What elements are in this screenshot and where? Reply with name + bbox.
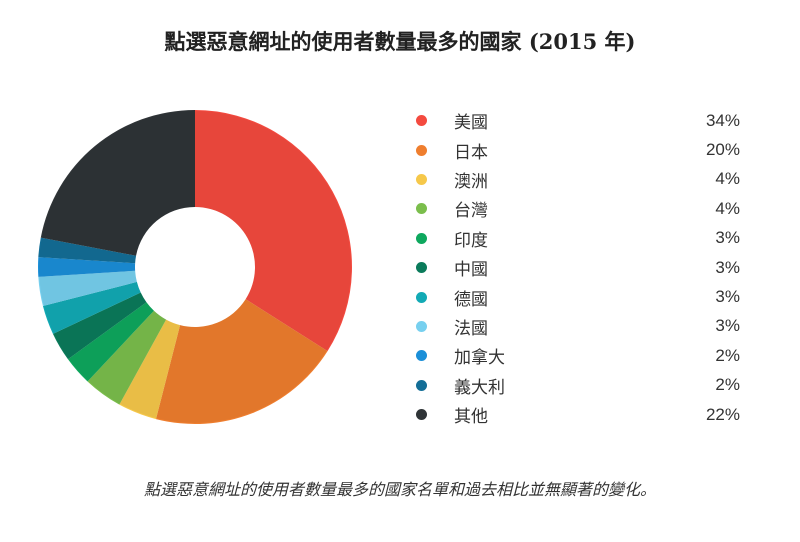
- donut-slice-3: [87, 310, 167, 405]
- legend-label: 加拿大: [454, 348, 505, 369]
- donut-slice-5: [52, 292, 147, 360]
- legend-value: 2%: [715, 345, 740, 365]
- legend-dot-icon: [416, 173, 427, 185]
- donut-slice-1: [155, 299, 328, 425]
- legend-value: 4%: [715, 169, 740, 189]
- legend-item: 印度 3%: [408, 224, 740, 253]
- legend-dot-icon: [416, 409, 427, 421]
- legend-item: 加拿大 2%: [408, 341, 740, 370]
- legend-item: 義大利 2%: [408, 371, 740, 400]
- legend-label: 美國: [454, 113, 488, 134]
- legend-value: 2%: [715, 375, 740, 395]
- legend-item: 澳洲 4%: [408, 165, 740, 194]
- chart-title: 點選惡意網址的使用者數量最多的國家 (2015 年): [164, 29, 636, 54]
- legend-item: 台灣 4%: [408, 194, 740, 223]
- legend-item: 其他 22%: [408, 400, 740, 429]
- legend-value: 3%: [715, 316, 740, 336]
- donut-slice-7: [38, 270, 137, 307]
- legend-label: 其他: [454, 407, 488, 428]
- legend-dot-icon: [416, 262, 427, 274]
- donut-slice-6: [42, 281, 141, 334]
- legend-value: 20%: [705, 140, 740, 160]
- legend-dot-icon: [416, 203, 427, 215]
- legend-label: 德國: [454, 289, 488, 310]
- legend-dot-icon: [416, 115, 427, 127]
- legend-dot-icon: [416, 291, 427, 303]
- legend-dot-icon: [416, 320, 427, 332]
- legend-value: 34%: [705, 110, 740, 130]
- donut-slice-10: [40, 110, 196, 256]
- legend-dot-icon: [416, 350, 427, 362]
- donut-shade: [39, 111, 351, 423]
- legend-item: 法國 3%: [408, 312, 740, 341]
- donut-slice-9: [38, 237, 137, 264]
- legend-label: 澳洲: [454, 171, 488, 192]
- legend-item: 中國 3%: [408, 253, 740, 282]
- legend-label: 台灣: [454, 201, 488, 222]
- donut-slice-2: [119, 319, 181, 420]
- legend-value: 3%: [715, 228, 740, 248]
- legend-label: 中國: [454, 260, 488, 281]
- legend-value: 22%: [705, 404, 740, 424]
- legend-dot-icon: [416, 232, 427, 244]
- legend-value: 3%: [715, 257, 740, 277]
- legend-dot-icon: [416, 379, 427, 391]
- donut-slice-0: [195, 110, 352, 352]
- legend-value: 4%: [715, 198, 740, 218]
- donut-slice-4: [67, 302, 154, 382]
- legend-value: 3%: [715, 287, 740, 307]
- legend-item: 美國 34%: [408, 106, 740, 135]
- donut-slice-8: [38, 257, 136, 277]
- donut-chart: [38, 110, 352, 425]
- legend-label: 印度: [454, 230, 488, 251]
- legend-label: 法國: [454, 318, 488, 339]
- chart-caption: 點選惡意網址的使用者數量最多的國家名單和過去相比並無顯著的變化。: [143, 480, 656, 499]
- legend-label: 義大利: [454, 377, 505, 398]
- legend-label: 日本: [454, 142, 488, 163]
- chart-legend: 美國 34% 日本 20% 澳洲 4% 台灣 4% 印度 3% 中國 3% 德國 3% 法國 3% 加拿大 2% 義…: [408, 106, 740, 429]
- legend-item: 德國 3%: [408, 282, 740, 311]
- legend-item: 日本 20%: [408, 135, 740, 164]
- legend-dot-icon: [416, 144, 427, 156]
